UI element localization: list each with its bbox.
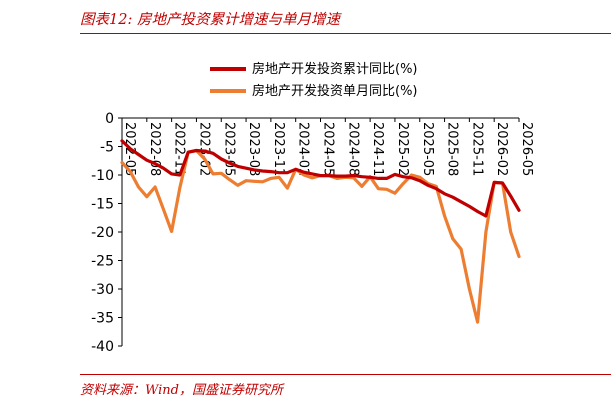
y-tick-label: -20	[91, 225, 114, 241]
y-tick-label: -5	[100, 140, 114, 156]
series-line-cumulative	[120, 139, 521, 218]
y-tick-label: -35	[91, 311, 114, 327]
y-tick-label: -30	[91, 282, 114, 298]
x-tick-label: 2023-08	[246, 122, 261, 176]
legend: 房地产开发投资累计同比(%) 房地产开发投资单月同比(%)	[210, 61, 418, 99]
x-tick-label: 2022-08	[147, 122, 162, 176]
x-tick-label: 2023-05	[221, 122, 236, 176]
y-tick-label: -25	[91, 254, 114, 270]
series-layer	[120, 139, 521, 324]
legend-label-monthly: 房地产开发投资单月同比(%)	[252, 83, 418, 99]
figure-title: 图表12: 房地产投资累计增速与单月增速	[80, 12, 340, 28]
x-tick-label: 2023-11	[271, 122, 286, 176]
y-tick-label: -40	[91, 339, 114, 355]
x-tick-label: 2024-11	[370, 122, 385, 176]
x-tick-label: 2024-08	[345, 122, 360, 176]
x-tick-label: 2025-02	[395, 122, 410, 176]
legend-label-cumulative: 房地产开发投资累计同比(%)	[252, 61, 418, 77]
x-tick-label: 2025-11	[469, 122, 484, 176]
y-tick-label: -10	[91, 168, 114, 184]
source-rule	[80, 374, 611, 375]
x-tick-label: 2024-05	[321, 122, 336, 176]
y-tick-label: 0	[105, 111, 114, 127]
y-tick-label: -15	[91, 197, 114, 213]
source-note: 资料来源：Wind，国盛证券研究所	[80, 383, 283, 398]
x-tick-label: 2026-02	[494, 122, 509, 176]
title-rule	[80, 33, 611, 34]
x-tick-label: 2025-08	[445, 122, 460, 176]
line-chart: 房地产开发投资累计同比(%) 房地产开发投资单月同比(%) 0 -5 -10 -15 -…	[91, 61, 534, 355]
x-tick-label: 2026-05	[519, 122, 534, 176]
x-tick-label: 2024-02	[296, 122, 311, 176]
x-tick-label: 2025-05	[420, 122, 435, 176]
